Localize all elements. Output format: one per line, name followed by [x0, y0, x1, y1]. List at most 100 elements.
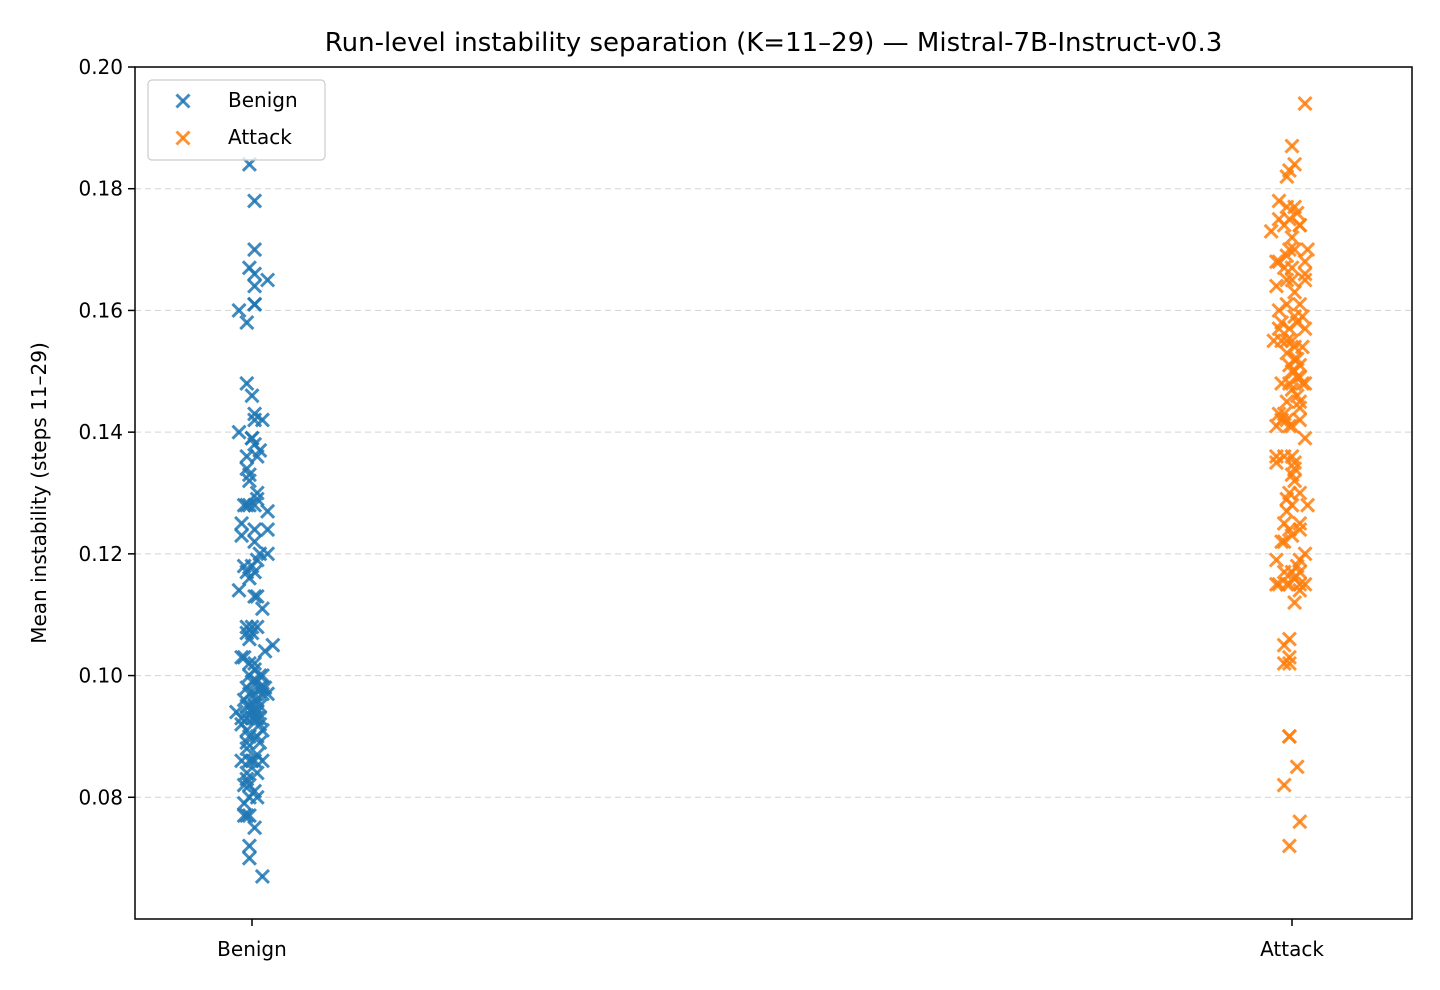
data-point [231, 302, 247, 318]
data-point [239, 741, 255, 757]
legend-marker-x [175, 130, 191, 146]
data-point [1276, 655, 1292, 671]
data-point [1281, 418, 1297, 434]
data-point [254, 868, 270, 884]
data-point [241, 467, 257, 483]
data-point [252, 442, 268, 458]
data-point [1294, 375, 1310, 392]
data-point [1284, 229, 1300, 245]
data-point [231, 582, 247, 598]
data-point [1292, 582, 1308, 598]
y-tick-label: 0.16 [78, 298, 123, 322]
data-point [260, 272, 276, 288]
data-point [1287, 455, 1303, 471]
data-point [247, 820, 263, 836]
data-point [1279, 272, 1295, 288]
y-tick-label: 0.08 [78, 785, 123, 809]
data-point [252, 734, 268, 751]
data-point [1271, 321, 1287, 337]
data-point [1292, 394, 1308, 410]
data-point [260, 521, 276, 538]
data-point [257, 643, 273, 659]
data-point [260, 686, 276, 702]
data-point [1287, 284, 1303, 300]
data-point [241, 497, 257, 513]
data-point [1297, 266, 1313, 282]
series-attack [1263, 95, 1316, 854]
data-point [247, 655, 263, 671]
data-point [1292, 564, 1308, 580]
data-point [247, 521, 263, 538]
legend-label-benign: Benign [228, 88, 298, 112]
data-point [1279, 394, 1295, 410]
data-point [1276, 217, 1292, 233]
legend[interactable]: Benign Attack [147, 79, 326, 161]
data-point [1297, 321, 1313, 337]
data-point [1294, 339, 1310, 355]
data-point [1274, 333, 1290, 349]
data-point [249, 588, 265, 605]
data-point [1297, 95, 1313, 112]
data-point [1268, 448, 1284, 465]
data-point [247, 266, 263, 282]
data-point [254, 601, 270, 617]
data-point [1292, 814, 1308, 830]
data-point [254, 753, 270, 769]
data-point [1284, 272, 1300, 288]
y-axis-label: Mean instability (steps 11–29) [27, 342, 51, 644]
data-point [234, 515, 250, 531]
data-point [241, 807, 257, 824]
data-point [247, 242, 263, 258]
data-point [1300, 497, 1316, 513]
data-point [1297, 430, 1313, 446]
data-point [252, 546, 268, 562]
y-tick-label: 0.14 [78, 420, 123, 444]
data-point [241, 631, 257, 647]
data-point [1300, 242, 1316, 258]
data-point [249, 765, 265, 781]
data-point [1284, 260, 1300, 276]
data-point [1297, 272, 1313, 288]
data-point [260, 503, 276, 519]
data-point [1292, 515, 1308, 531]
data-point [1279, 576, 1295, 592]
data-point [1279, 503, 1295, 519]
data-point [1271, 302, 1287, 318]
data-point [1268, 278, 1284, 294]
legend-marker-benign [175, 93, 191, 109]
data-point [249, 485, 265, 501]
data-point [241, 473, 257, 489]
data-point [247, 497, 263, 513]
data-point [247, 193, 263, 209]
data-point [1276, 777, 1292, 793]
data-point [1276, 637, 1292, 653]
data-point [244, 388, 260, 404]
data-point [1274, 534, 1290, 550]
data-point [254, 412, 270, 428]
data-point [234, 528, 250, 544]
data-point [239, 375, 255, 392]
data-point [1292, 217, 1308, 233]
legend-marker-attack [175, 130, 191, 146]
data-point [247, 564, 263, 580]
data-point [1289, 759, 1305, 775]
chart-title: Run-level instability separation (K=11–2… [325, 28, 1223, 58]
data-point [1297, 254, 1313, 270]
data-point [241, 838, 257, 854]
data-point [1279, 168, 1295, 185]
data-points [228, 95, 1316, 884]
data-point [247, 588, 263, 605]
data-point [236, 777, 252, 793]
data-point [236, 807, 252, 824]
data-point [1292, 296, 1308, 312]
series-benign [228, 156, 281, 884]
data-point [239, 807, 255, 824]
data-point [1292, 412, 1308, 428]
y-tick-label: 0.20 [78, 55, 123, 79]
data-point [247, 534, 263, 550]
data-point [1284, 138, 1300, 154]
data-point [1297, 375, 1313, 392]
data-point [1276, 406, 1292, 422]
data-point [1276, 534, 1292, 550]
